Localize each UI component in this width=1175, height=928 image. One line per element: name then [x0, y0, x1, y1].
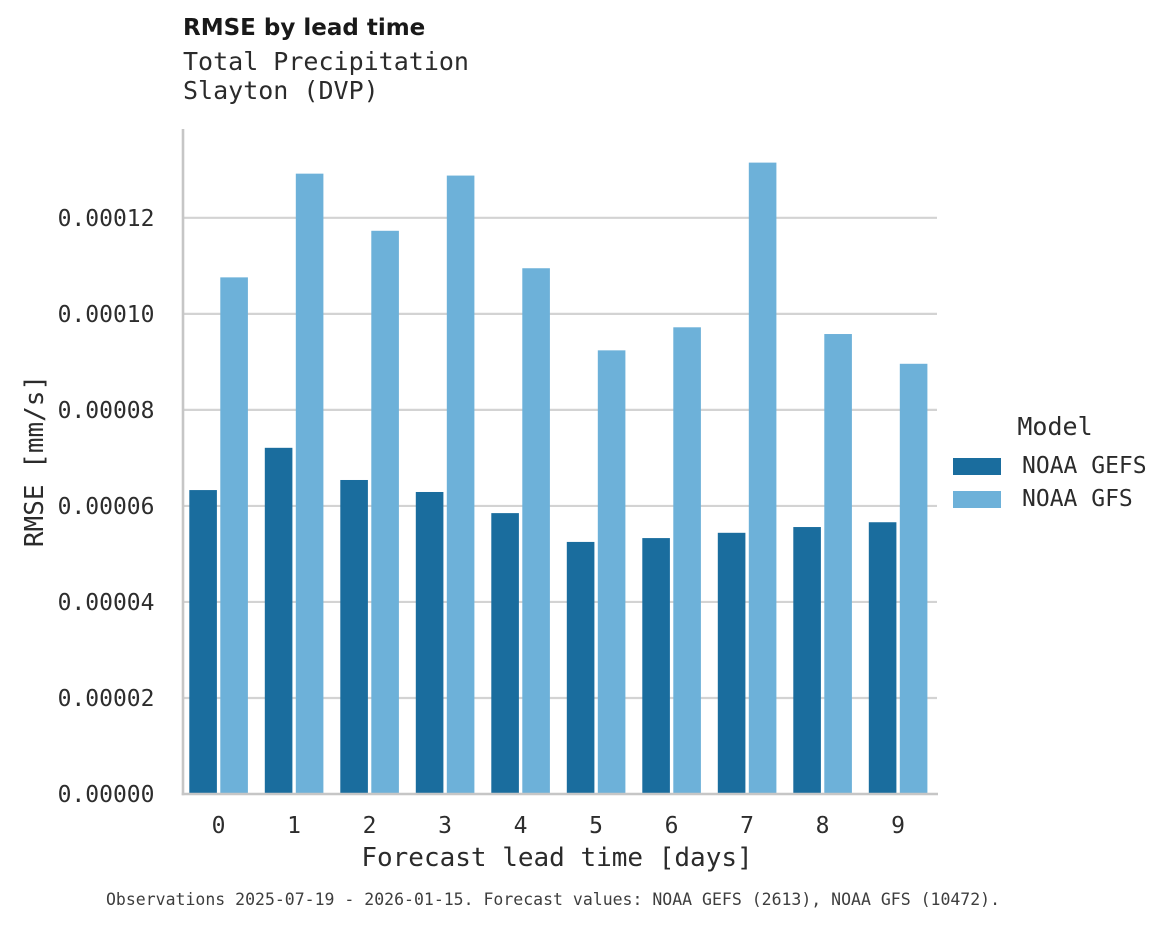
- y-tick-label: 0.00010: [58, 302, 155, 328]
- y-tick-label: 0.00000: [58, 782, 155, 808]
- bar-noaa-gefs-9: [868, 522, 897, 794]
- bar-noaa-gefs-3: [415, 491, 444, 794]
- y-tick-label: 0.00006: [58, 494, 155, 520]
- bar-noaa-gfs-8: [824, 334, 852, 794]
- x-tick-label: 7: [740, 813, 754, 839]
- x-tick-label: 2: [363, 813, 377, 839]
- bar-noaa-gfs-9: [899, 363, 928, 794]
- bar-noaa-gefs-8: [793, 527, 821, 794]
- bar-noaa-gfs-2: [371, 230, 399, 794]
- bar-noaa-gefs-2: [340, 479, 368, 794]
- x-tick-label: 0: [212, 813, 226, 839]
- legend: Model NOAA GEFS NOAA GFS: [953, 412, 1157, 516]
- bar-noaa-gfs-1: [295, 173, 324, 794]
- bar-noaa-gfs-6: [673, 327, 701, 794]
- x-tick-label: 6: [665, 813, 679, 839]
- chart-subtitle-line1: Total Precipitation: [183, 47, 469, 76]
- bar-noaa-gefs-4: [491, 513, 519, 794]
- footnote: Observations 2025-07-19 - 2026-01-15. Fo…: [106, 890, 1001, 909]
- bar-noaa-gfs-5: [597, 350, 626, 794]
- bar-noaa-gfs-7: [748, 162, 777, 794]
- bar-noaa-gefs-1: [264, 447, 293, 794]
- bar-noaa-gfs-0: [220, 277, 248, 794]
- x-tick-label: 4: [514, 813, 528, 839]
- x-tick-label: 1: [287, 813, 301, 839]
- legend-item-noaa-gfs: NOAA GFS: [953, 483, 1157, 516]
- legend-title: Model: [1017, 412, 1093, 441]
- y-tick-label: 0.00008: [58, 398, 155, 424]
- y-tick-label: 0.00002: [58, 686, 155, 712]
- bar-noaa-gefs-6: [642, 538, 670, 794]
- y-tick-label: 0.00004: [58, 590, 155, 616]
- x-axis-title: Forecast lead time [days]: [361, 843, 753, 873]
- bar-noaa-gefs-5: [566, 541, 595, 794]
- legend-swatch-noaa-gfs: [953, 490, 1001, 508]
- chart-title: RMSE by lead time: [183, 15, 426, 41]
- x-tick-label: 8: [816, 813, 830, 839]
- legend-item-noaa-gefs: NOAA GEFS: [953, 450, 1157, 483]
- bar-noaa-gefs-7: [717, 532, 746, 794]
- legend-label-noaa-gfs: NOAA GFS: [1022, 486, 1133, 513]
- bar-noaa-gfs-3: [446, 175, 475, 795]
- x-tick-label: 3: [438, 813, 452, 839]
- chart-subtitle-line2: Slayton (DVP): [183, 76, 379, 105]
- legend-swatch-noaa-gefs: [953, 457, 1001, 475]
- bar-noaa-gfs-4: [522, 268, 550, 794]
- x-tick-label: 5: [589, 813, 603, 839]
- legend-label-noaa-gefs: NOAA GEFS: [1022, 453, 1147, 480]
- x-tick-label: 9: [891, 813, 905, 839]
- bar-noaa-gefs-0: [189, 490, 217, 794]
- y-tick-label: 0.00012: [58, 206, 155, 232]
